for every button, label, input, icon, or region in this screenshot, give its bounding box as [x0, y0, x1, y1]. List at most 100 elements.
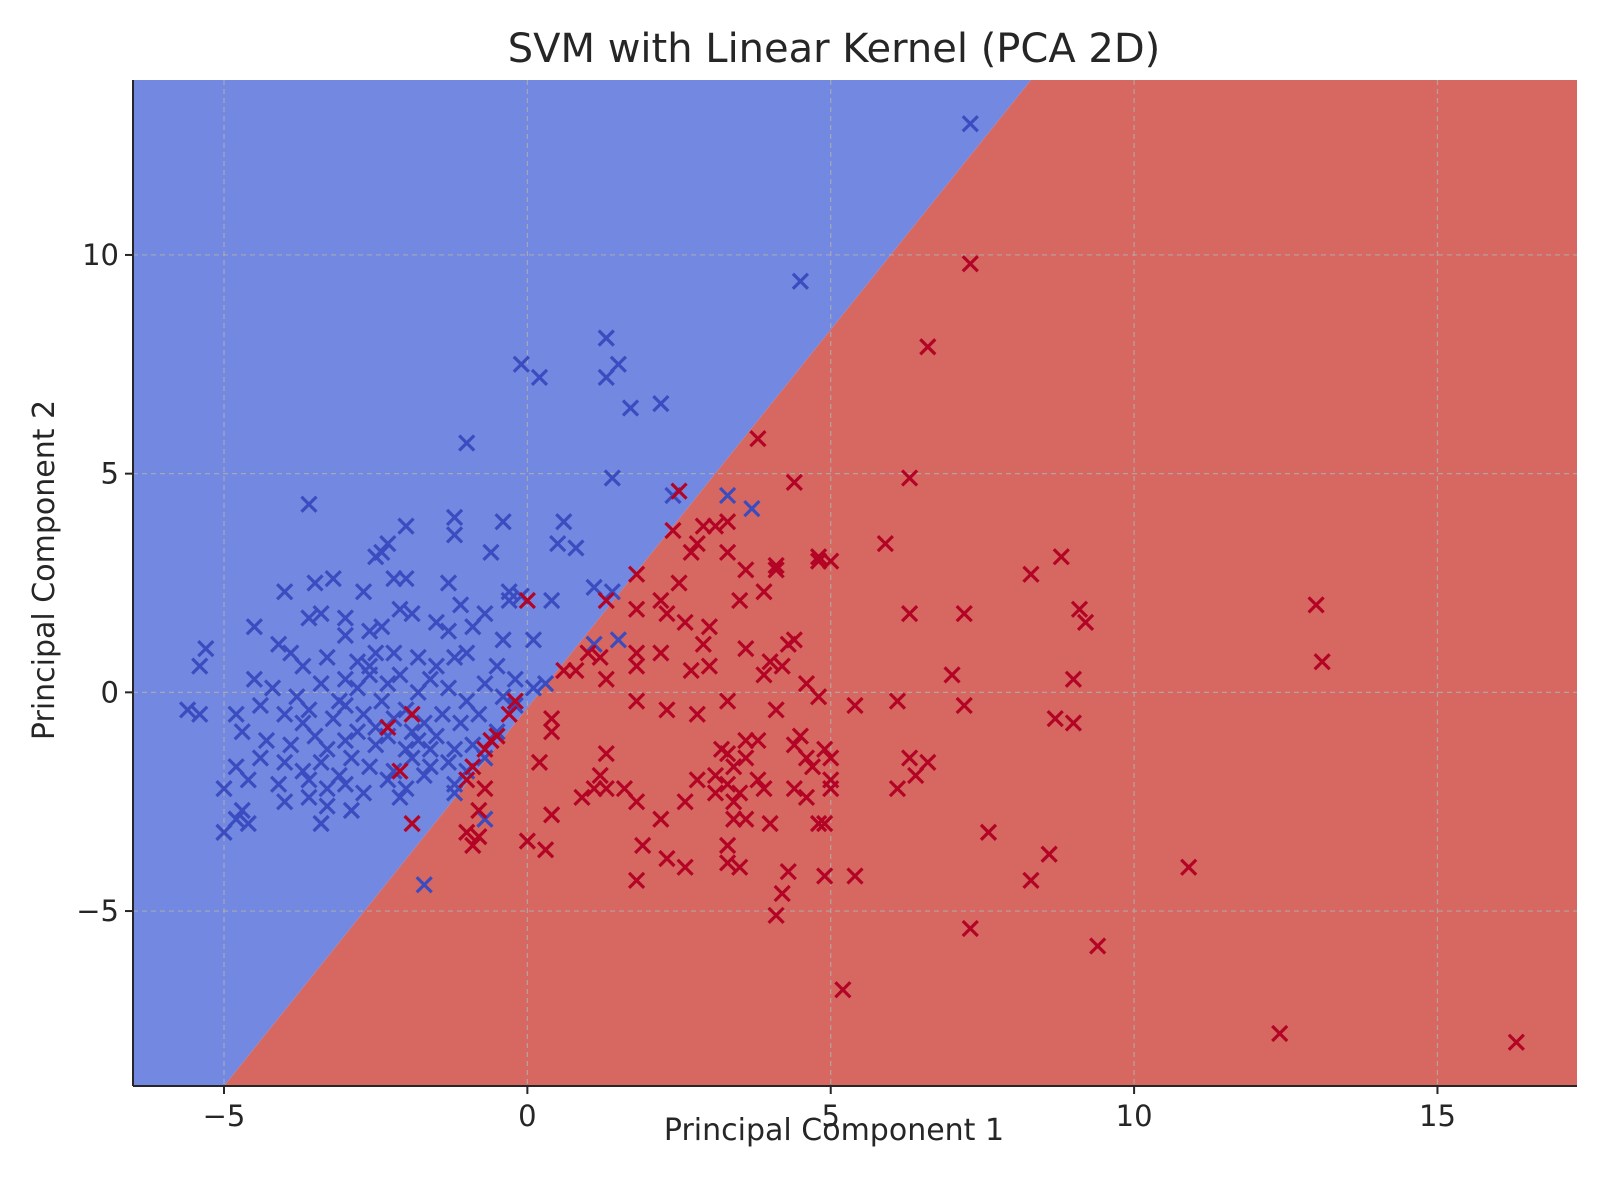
point-class-1-30	[1070, 600, 1089, 618]
point-class-1-19	[1052, 548, 1070, 566]
point-class-1-86	[591, 766, 609, 785]
point-class-0-60	[282, 644, 300, 662]
point-class-0-38	[391, 600, 409, 618]
point-class-0-36	[585, 578, 603, 597]
point-class-0-160	[360, 657, 379, 675]
y-axis-ticks: −5 0 5 10	[76, 238, 133, 928]
point-class-1-60	[955, 696, 973, 715]
point-class-1-83	[725, 758, 743, 776]
point-class-1-3	[785, 473, 803, 492]
point-class-0-105	[470, 705, 488, 723]
point-class-0-111	[318, 740, 336, 758]
point-class-1-41	[627, 644, 646, 662]
point-class-1-75	[1064, 714, 1083, 732]
point-class-0-154	[215, 823, 233, 841]
point-class-0-62	[318, 648, 336, 666]
point-class-0-90	[178, 701, 197, 719]
point-class-1-95	[900, 749, 919, 767]
point-class-1-88	[530, 753, 549, 771]
point-class-1-29	[658, 604, 676, 623]
point-class-1-144	[767, 906, 785, 925]
point-class-1-130	[658, 849, 676, 868]
point-class-1-62	[627, 692, 646, 710]
point-class-1-112	[615, 779, 634, 798]
point-class-1-146	[1089, 937, 1107, 955]
point-class-1-58	[809, 688, 828, 706]
point-class-1-49	[943, 666, 961, 684]
point-class-1-109	[822, 779, 840, 798]
point-class-1-91	[476, 779, 494, 798]
point-class-1-48	[755, 666, 773, 684]
y-tick-label-2: 5	[101, 457, 119, 491]
point-class-1-120	[809, 814, 828, 833]
point-class-0-16	[494, 513, 512, 531]
point-class-1-20	[1022, 565, 1040, 583]
point-class-0-25	[373, 543, 391, 562]
point-class-1-134	[731, 858, 749, 876]
point-class-1-33	[1076, 613, 1095, 631]
point-class-0-95	[300, 701, 318, 719]
point-class-1-24	[767, 556, 785, 575]
point-class-0-98	[354, 705, 373, 723]
point-class-0-42	[476, 604, 494, 623]
point-class-1-32	[955, 604, 973, 623]
point-class-0-43	[373, 618, 391, 636]
point-class-0-40	[451, 596, 470, 614]
point-class-1-36	[700, 618, 719, 636]
point-class-1-46	[682, 661, 700, 680]
point-class-0-66	[409, 648, 427, 666]
point-class-0-61	[294, 657, 312, 675]
point-class-0-13	[718, 486, 737, 505]
point-class-0-109	[282, 736, 300, 754]
point-class-1-27	[731, 591, 749, 610]
point-class-0-163	[373, 692, 391, 710]
point-class-0-7	[621, 399, 640, 417]
point-class-0-23	[379, 535, 397, 553]
point-class-0-32	[397, 569, 415, 588]
point-class-1-148	[1271, 1024, 1289, 1043]
point-class-0-26	[324, 569, 342, 588]
point-class-0-130	[385, 762, 403, 780]
point-class-0-96	[324, 709, 342, 728]
point-class-1-14	[737, 561, 755, 579]
point-class-0-132	[421, 758, 439, 776]
point-class-1-133	[718, 854, 737, 872]
point-class-0-14	[743, 500, 761, 518]
point-class-0-54	[524, 631, 543, 649]
point-class-1-139	[779, 863, 797, 881]
point-class-0-41	[500, 591, 518, 610]
point-class-1-131	[676, 858, 694, 876]
point-class-1-135	[979, 823, 998, 841]
point-class-0-136	[215, 779, 233, 798]
point-class-0-70	[488, 657, 506, 675]
point-class-0-153	[445, 784, 464, 802]
point-class-1-57	[797, 674, 816, 693]
point-class-0-47	[245, 618, 263, 636]
point-class-0-56	[609, 631, 628, 649]
point-class-0-4	[597, 329, 615, 347]
point-class-1-100	[718, 775, 737, 793]
point-class-0-156	[227, 810, 245, 828]
point-class-0-84	[421, 670, 439, 688]
point-class-0-108	[257, 731, 276, 750]
point-class-1-54	[591, 648, 609, 666]
point-class-0-35	[543, 591, 561, 610]
point-class-1-111	[573, 788, 591, 806]
point-class-1-137	[1180, 858, 1198, 876]
point-class-0-48	[336, 626, 354, 645]
point-class-1-4	[900, 469, 919, 487]
point-class-0-151	[342, 801, 361, 820]
point-class-0-127	[330, 766, 348, 785]
point-class-1-74	[1046, 709, 1064, 728]
point-class-1-43	[761, 653, 779, 671]
point-class-0-76	[288, 688, 306, 706]
point-class-0-50	[427, 613, 445, 631]
point-class-0-37	[603, 583, 621, 601]
point-class-0-65	[385, 644, 403, 662]
point-class-0-148	[276, 793, 294, 811]
point-class-1-79	[785, 736, 803, 754]
point-class-1-145	[961, 919, 979, 938]
point-class-1-0	[961, 255, 979, 273]
point-class-0-11	[300, 495, 318, 513]
point-class-0-103	[433, 705, 452, 723]
